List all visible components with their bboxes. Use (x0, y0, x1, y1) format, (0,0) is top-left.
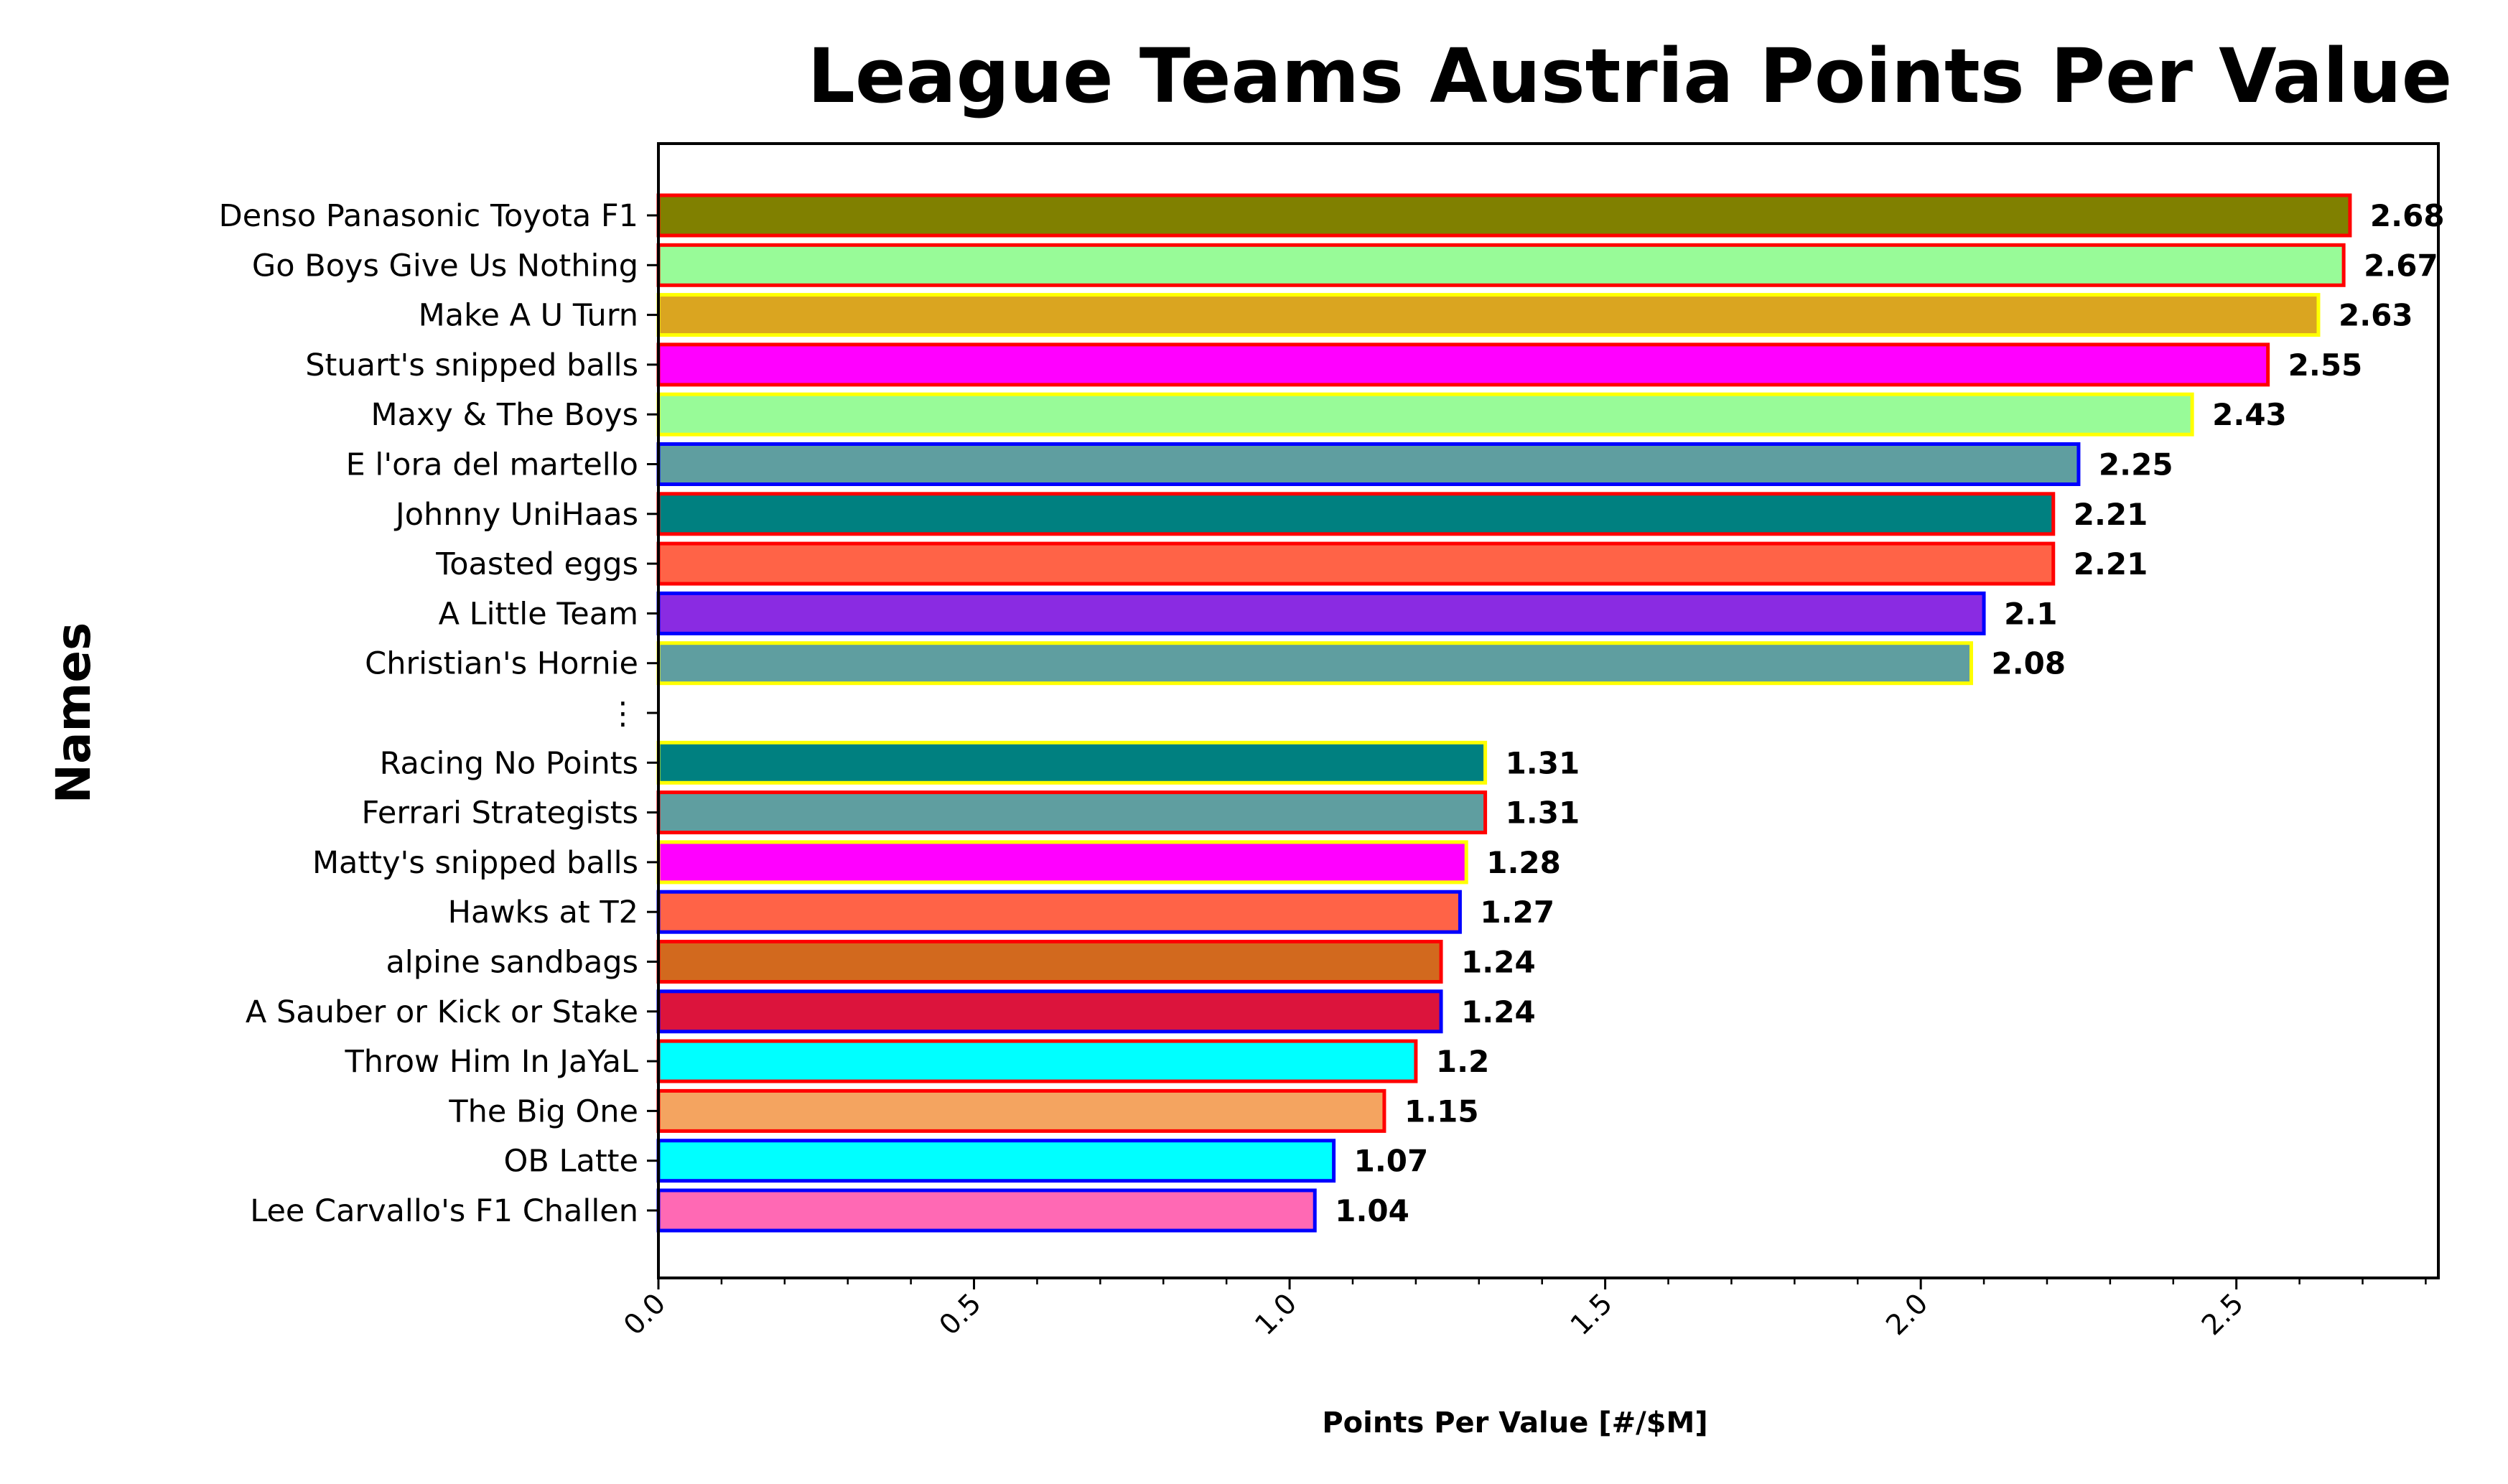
chart-title: League Teams Austria Points Per Value (808, 32, 2453, 120)
data-label: 1.27 (1480, 895, 1554, 930)
y-tick-label: Stuart's snipped balls (305, 347, 638, 383)
y-tick-label: Toasted eggs (435, 546, 638, 582)
bar (656, 1188, 1317, 1233)
bar (656, 243, 2346, 287)
bar (656, 1139, 1336, 1183)
y-tick-label: The Big One (448, 1093, 638, 1129)
data-label: 2.63 (2339, 298, 2413, 333)
data-label: 2.1 (2004, 596, 2057, 631)
y-tick-label: Go Boys Give Us Nothing (252, 248, 638, 284)
data-label: 1.04 (1335, 1193, 1409, 1228)
bar (656, 193, 2352, 238)
data-label: 2.08 (1991, 646, 2066, 681)
bar (656, 940, 1443, 984)
y-tick-label: E l'ora del martello (346, 447, 638, 483)
y-tick-label: Denso Panasonic Toyota F1 (219, 198, 638, 234)
data-label: 2.21 (2074, 546, 2148, 582)
value-labels-layer: 2.68 2.67 2.63 2.552.43 2.25 2.21 2.21 2.1 2.08 1… (1335, 198, 2444, 1228)
y-tick-label: Hawks at T2 (448, 895, 638, 930)
data-label: 1.07 (1354, 1144, 1429, 1179)
y-tick-label: Ferrari Strategists (362, 795, 639, 831)
bar (656, 1039, 1418, 1083)
bars-layer (656, 193, 2352, 1233)
data-label: 2.25 (2099, 447, 2173, 482)
bar (656, 392, 2194, 437)
bar (656, 740, 1488, 785)
y-axis-label: Names (46, 622, 101, 804)
bar (656, 293, 2321, 337)
data-label: 2.55 (2288, 347, 2363, 383)
bar (656, 591, 1986, 635)
y-tick-label: Make A U Turn (419, 298, 638, 334)
bar (656, 890, 1462, 934)
x-axis-label: Points Per Value [#/$M] (1322, 1406, 1707, 1439)
y-axis-layer: Denso Panasonic Toyota F1 Go Boys Give Us… (219, 198, 658, 1229)
y-tick-label: Matty's snipped balls (312, 845, 638, 881)
y-tick-label: A Sauber or Kick or Stake (246, 994, 638, 1030)
bar (656, 442, 2081, 486)
y-tick-label: ⋮ (607, 696, 638, 732)
y-tick-label: alpine sandbags (386, 945, 638, 981)
bar (656, 541, 2056, 586)
data-label: 1.31 (1506, 745, 1580, 780)
data-label: 1.2 (1436, 1044, 1489, 1079)
y-tick-label: Johnny UniHaas (393, 497, 638, 533)
y-tick-label: Throw Him In JaYaL (344, 1044, 638, 1080)
y-tick-label: Lee Carvallo's F1 Challen (250, 1193, 638, 1229)
bar (656, 989, 1443, 1034)
y-tick-label: Maxy & The Boys (370, 397, 638, 433)
data-label: 1.24 (1461, 994, 1536, 1030)
bar (656, 492, 2056, 536)
bar (656, 840, 1468, 885)
data-label: 2.67 (2364, 248, 2438, 283)
bar (656, 342, 2270, 387)
data-label: 2.21 (2074, 497, 2148, 532)
y-tick-label: Christian's Hornie (365, 646, 638, 682)
bar (656, 641, 1973, 686)
data-label: 2.68 (2370, 198, 2445, 233)
data-label: 1.31 (1506, 795, 1580, 831)
data-label: 1.24 (1461, 945, 1536, 980)
y-tick-label: OB Latte (504, 1144, 639, 1180)
y-tick-label: Racing No Points (380, 745, 638, 781)
plot-frame (657, 142, 2440, 1279)
bar (656, 1088, 1386, 1133)
data-label: 1.28 (1486, 845, 1561, 880)
data-label: 1.15 (1404, 1093, 1479, 1129)
y-tick-label: A Little Team (439, 596, 638, 632)
data-label: 2.43 (2212, 397, 2287, 432)
bar (656, 790, 1488, 835)
